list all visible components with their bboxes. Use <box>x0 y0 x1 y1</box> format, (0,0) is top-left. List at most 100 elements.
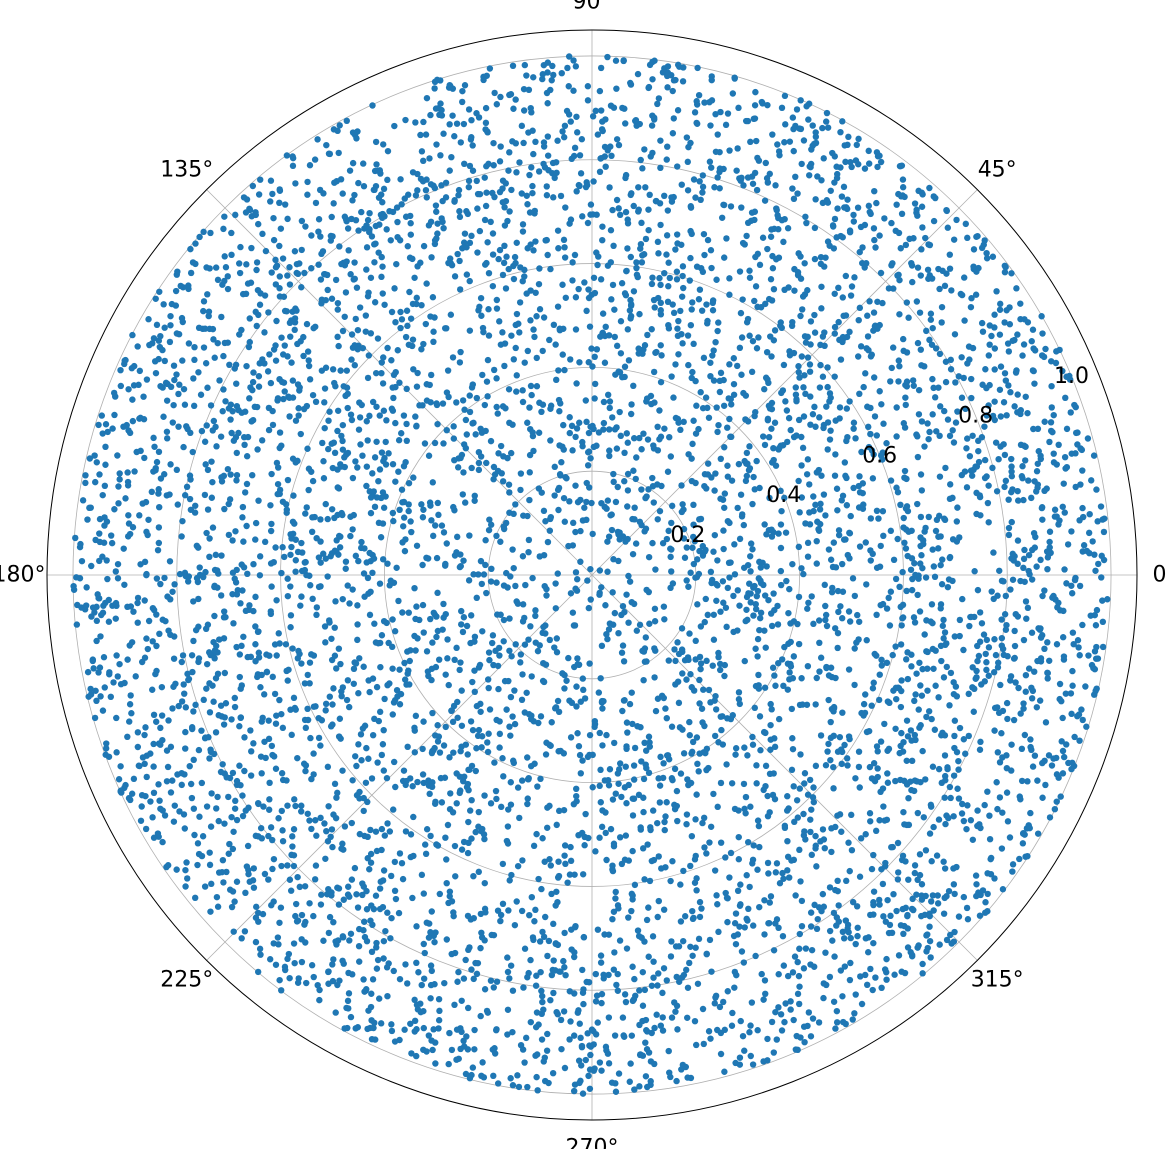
scatter-point <box>839 588 847 595</box>
scatter-point <box>486 65 494 72</box>
scatter-point <box>239 812 247 820</box>
scatter-point <box>304 191 311 198</box>
scatter-point <box>475 726 483 734</box>
scatter-point <box>1050 411 1057 419</box>
scatter-point <box>850 419 858 426</box>
scatter-point <box>696 547 703 555</box>
scatter-point <box>893 404 900 411</box>
scatter-point <box>391 887 399 895</box>
scatter-point <box>428 254 435 261</box>
scatter-point <box>471 667 478 674</box>
scatter-point <box>466 532 473 539</box>
scatter-point <box>492 787 500 795</box>
scatter-point <box>747 553 754 560</box>
scatter-point <box>153 321 161 329</box>
scatter-point <box>956 724 964 732</box>
scatter-point <box>494 662 502 670</box>
scatter-point <box>140 416 148 423</box>
scatter-point <box>399 539 406 546</box>
scatter-point <box>583 307 590 315</box>
scatter-point <box>420 340 427 348</box>
scatter-point <box>310 324 317 332</box>
scatter-point <box>516 329 523 336</box>
scatter-point <box>375 477 382 485</box>
scatter-point <box>678 293 686 300</box>
scatter-point <box>221 505 228 513</box>
scatter-point <box>1031 347 1039 354</box>
scatter-point <box>525 536 533 544</box>
scatter-point <box>1067 409 1074 416</box>
scatter-point <box>623 800 630 807</box>
scatter-point <box>360 570 368 577</box>
scatter-point <box>310 703 318 710</box>
scatter-point <box>1014 487 1021 495</box>
scatter-point <box>364 833 371 841</box>
scatter-point <box>569 447 576 454</box>
scatter-point <box>848 846 856 854</box>
scatter-point <box>800 965 808 972</box>
scatter-point <box>789 969 797 976</box>
scatter-point <box>504 1006 512 1013</box>
scatter-point <box>701 482 708 490</box>
scatter-point <box>446 1029 453 1037</box>
scatter-point <box>523 1034 530 1042</box>
scatter-point <box>159 346 166 354</box>
scatter-point <box>655 853 662 860</box>
scatter-point <box>308 232 315 239</box>
scatter-point <box>490 463 498 471</box>
scatter-point <box>526 911 533 919</box>
scatter-point <box>109 425 116 432</box>
scatter-point <box>556 408 563 415</box>
scatter-point <box>468 116 475 124</box>
scatter-point <box>878 984 885 992</box>
scatter-point <box>790 783 797 790</box>
scatter-point <box>746 443 753 450</box>
scatter-point <box>245 343 253 351</box>
scatter-point <box>529 182 536 190</box>
scatter-point <box>779 656 786 663</box>
scatter-point <box>195 623 202 630</box>
scatter-point <box>781 1018 788 1026</box>
scatter-point <box>411 1028 418 1035</box>
scatter-point <box>973 489 980 497</box>
scatter-point <box>870 679 877 686</box>
scatter-point <box>799 701 806 708</box>
scatter-point <box>207 908 214 915</box>
scatter-point <box>882 859 889 867</box>
scatter-point <box>715 421 722 429</box>
scatter-point <box>580 686 587 694</box>
scatter-point <box>1017 710 1024 717</box>
scatter-point <box>404 322 411 330</box>
scatter-point <box>816 414 823 421</box>
scatter-point <box>779 933 787 940</box>
scatter-point <box>664 468 672 475</box>
scatter-point <box>841 459 849 466</box>
scatter-point <box>428 967 436 975</box>
scatter-point <box>449 718 457 726</box>
scatter-point <box>457 787 464 794</box>
scatter-point <box>544 100 551 107</box>
scatter-point <box>1075 644 1082 651</box>
scatter-point <box>731 571 739 578</box>
scatter-point <box>554 137 561 144</box>
scatter-point <box>143 376 151 383</box>
scatter-point <box>690 687 698 694</box>
scatter-point <box>597 766 604 774</box>
scatter-point <box>331 780 339 788</box>
scatter-point <box>203 803 211 810</box>
scatter-point <box>534 783 541 790</box>
scatter-point <box>596 834 603 841</box>
scatter-point <box>714 428 721 436</box>
scatter-point <box>625 914 632 921</box>
scatter-point <box>746 332 753 339</box>
scatter-point <box>567 1018 574 1025</box>
scatter-point <box>286 264 293 271</box>
scatter-point <box>134 343 141 350</box>
scatter-point <box>894 839 902 847</box>
scatter-point <box>606 620 614 627</box>
scatter-point <box>1008 488 1015 496</box>
scatter-point <box>910 787 918 795</box>
scatter-point <box>668 938 675 945</box>
scatter-point <box>308 528 316 536</box>
scatter-point <box>306 900 313 907</box>
